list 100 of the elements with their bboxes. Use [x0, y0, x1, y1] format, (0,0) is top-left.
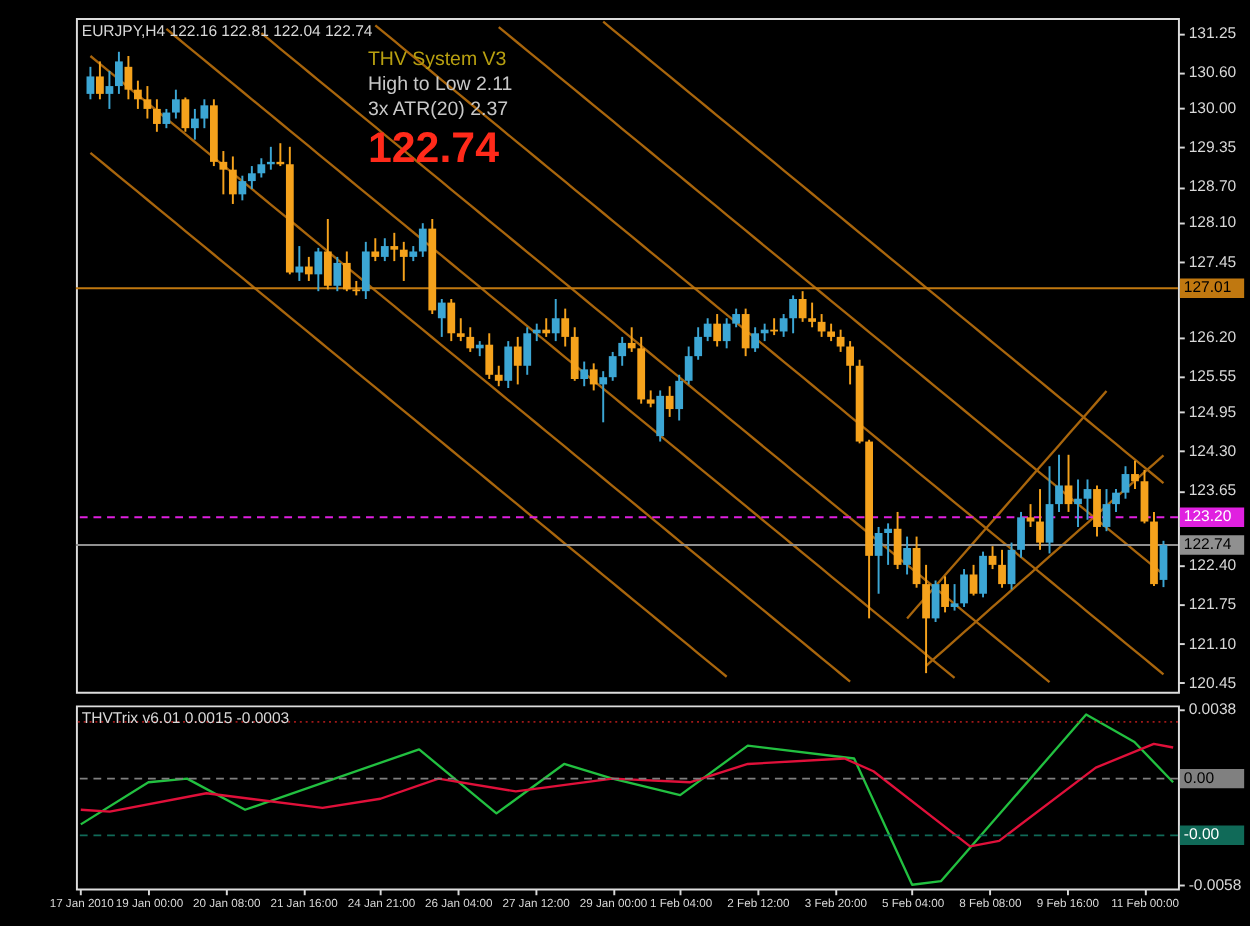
candlestick — [466, 326, 475, 353]
candlestick — [618, 335, 627, 367]
candlestick — [1017, 510, 1025, 559]
candlestick — [1121, 465, 1130, 500]
candlestick — [903, 535, 911, 576]
line-series — [79, 713, 1175, 886]
y-tick-label: -0.0058 — [1188, 875, 1242, 894]
candlestick — [808, 301, 817, 329]
candlestick — [390, 231, 399, 263]
candlestick — [162, 107, 171, 130]
candlestick — [561, 307, 570, 348]
candlestick — [1093, 484, 1101, 538]
candlestick — [380, 237, 389, 263]
candlestick — [1083, 478, 1092, 521]
candlestick — [504, 340, 513, 389]
candlestick — [960, 568, 968, 608]
candlestick — [314, 246, 323, 293]
candlestick — [599, 370, 608, 424]
candlestick — [323, 218, 332, 291]
line-series — [79, 742, 1175, 848]
candlestick — [722, 317, 731, 350]
y-tick-label: 130.60 — [1188, 63, 1238, 82]
candlestick — [124, 55, 133, 101]
candlestick — [684, 345, 693, 386]
y-tick-label: 121.10 — [1188, 634, 1238, 653]
y-tick-label: 131.25 — [1188, 24, 1237, 43]
candlestick — [941, 575, 949, 614]
candlestick — [1102, 488, 1111, 533]
candlestick — [789, 294, 798, 335]
candlestick — [399, 240, 408, 282]
candlestick — [893, 510, 902, 571]
y-tick-label: 128.10 — [1188, 213, 1238, 232]
candlestick — [1140, 468, 1149, 525]
candlestick — [751, 326, 760, 353]
candlestick — [523, 326, 532, 376]
y-tick-label: 0.0038 — [1188, 699, 1237, 718]
candlestick — [979, 550, 987, 599]
candlestick — [134, 79, 142, 110]
candlestick — [1026, 503, 1035, 528]
candlestick — [741, 307, 750, 358]
candlestick — [485, 332, 494, 380]
candlestick — [1036, 488, 1044, 551]
candlestick — [627, 326, 636, 353]
candlestick — [836, 328, 845, 353]
y-tick-label: 122.40 — [1188, 556, 1238, 575]
candlestick — [304, 255, 313, 282]
y-tick-label: 125.55 — [1188, 366, 1237, 385]
candlestick — [950, 583, 959, 612]
candlestick — [200, 98, 209, 130]
candlestick — [437, 298, 446, 338]
candlestick — [732, 307, 741, 329]
candlestick — [589, 362, 598, 392]
candlestick — [713, 313, 722, 348]
y-tick-label: 121.75 — [1188, 595, 1237, 614]
candlestick — [418, 222, 427, 258]
y-tick-label: 124.30 — [1188, 442, 1238, 461]
candlestick — [570, 326, 579, 382]
candlestick — [238, 174, 247, 202]
candlestick — [998, 548, 1006, 589]
candlestick — [96, 60, 104, 101]
chart-title: EURJPY,H4 122.16 122.81 122.04 122.74 — [81, 21, 374, 40]
candlestick — [703, 317, 712, 343]
candlestick — [371, 237, 380, 263]
candlestick — [846, 340, 854, 386]
candlestick — [1112, 488, 1120, 513]
candlestick — [580, 360, 589, 388]
candlestick — [665, 385, 674, 418]
candlestick — [912, 535, 921, 589]
y-tick-label: 126.20 — [1188, 327, 1238, 346]
candlestick — [922, 563, 930, 675]
candlestick — [153, 98, 161, 133]
y-tick-label: 128.70 — [1188, 177, 1238, 196]
ref-line-label: -0.00 — [1183, 825, 1221, 844]
candlestick — [884, 522, 892, 566]
candlestick — [115, 50, 123, 95]
candlestick — [86, 65, 95, 101]
candlestick — [105, 70, 114, 110]
candlestick — [361, 240, 370, 300]
candlestick — [181, 96, 190, 133]
candlestick — [333, 255, 342, 293]
candlestick — [143, 85, 152, 120]
candlestick — [969, 563, 978, 597]
ref-line-label: 123.20 — [1183, 507, 1233, 526]
candlestick — [551, 298, 560, 343]
candlestick — [228, 155, 237, 205]
y-tick-label: 120.45 — [1188, 673, 1237, 692]
chart-title: THVTrix v6.01 0.0015 -0.0003 — [81, 708, 290, 727]
candlestick — [342, 250, 351, 293]
candlestick — [190, 107, 199, 141]
candlestick — [219, 150, 228, 196]
candlestick — [656, 389, 665, 443]
ref-line-label: 127.01 — [1183, 278, 1232, 297]
candlestick — [608, 350, 617, 382]
line-series — [89, 54, 852, 683]
ref-line-label: 0.00 — [1183, 768, 1216, 787]
candlestick — [456, 317, 465, 343]
candlestick — [513, 335, 522, 386]
candlestick — [874, 525, 883, 595]
candlestick — [1159, 539, 1168, 589]
candlestick — [675, 373, 684, 422]
